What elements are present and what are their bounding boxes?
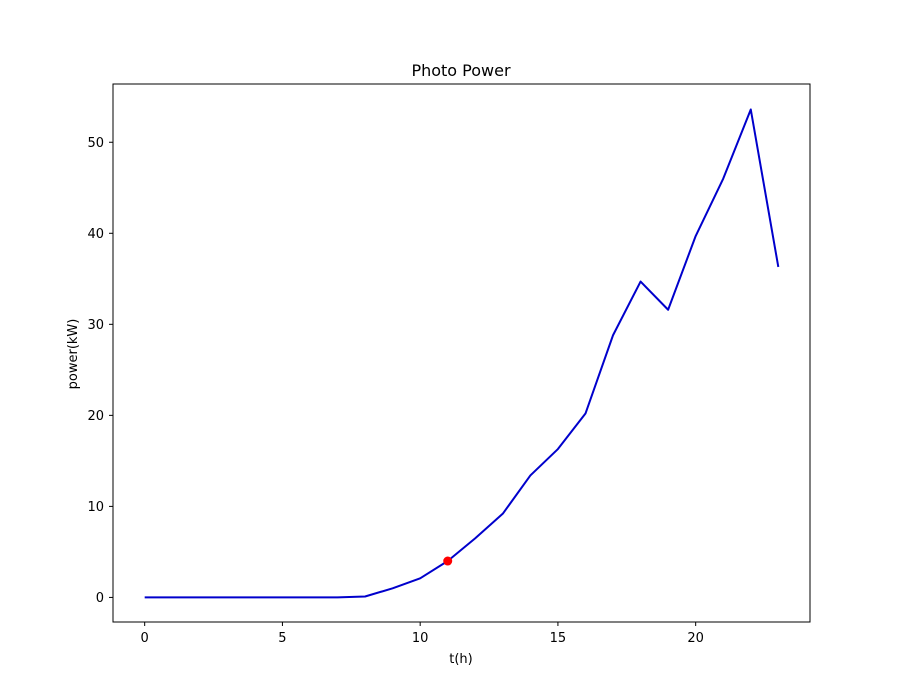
- y-tick-label: 40: [87, 227, 104, 242]
- y-tick-label: 0: [96, 591, 104, 606]
- y-tick-label: 50: [87, 136, 104, 151]
- series-line-0: [144, 108, 780, 599]
- x-tick-label: 15: [550, 631, 567, 646]
- highlight-point: [443, 556, 453, 566]
- x-tick-label: 20: [687, 631, 704, 646]
- y-axis-label: power(kW): [66, 319, 81, 390]
- x-axis-label: t(h): [449, 652, 472, 667]
- y-tick-label: 10: [87, 500, 104, 515]
- plot-area: 0 5 10 15 20 0 10 20 30 40 50: [87, 83, 811, 646]
- chart-title: Photo Power: [411, 61, 511, 80]
- x-tick-label: 0: [141, 631, 149, 646]
- axes-frame: [112, 83, 811, 623]
- x-tick-label: 5: [278, 631, 286, 646]
- y-tick-label: 30: [87, 318, 104, 333]
- y-tick-label: 20: [87, 409, 104, 424]
- x-tick-label: 10: [412, 631, 429, 646]
